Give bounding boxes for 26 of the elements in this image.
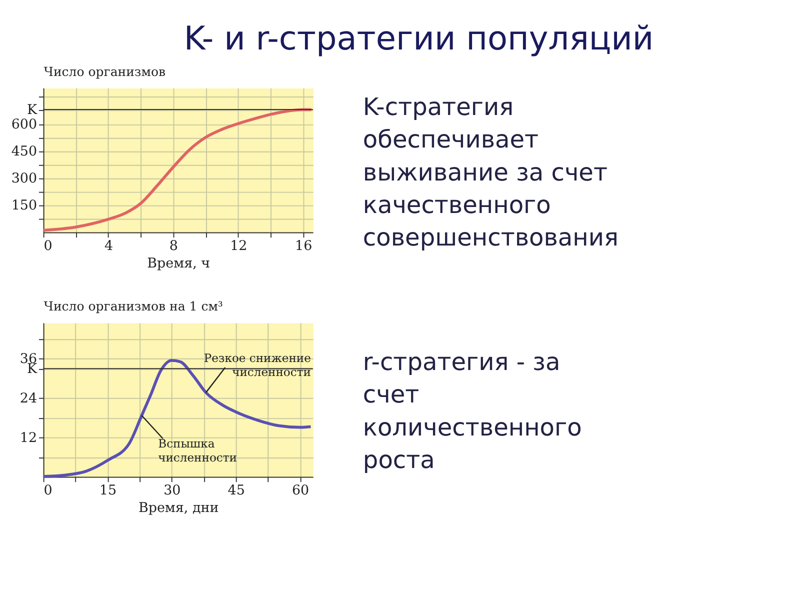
x-axis-title: Время, дни <box>138 500 219 516</box>
y-tick-label: 300 <box>11 170 38 186</box>
x-tick-label: 45 <box>228 482 245 499</box>
y-tick-label: 24 <box>20 390 38 406</box>
x-tick-label: 30 <box>164 482 181 499</box>
y-axis-title: Число организмов <box>44 64 166 79</box>
x-tick-label: 8 <box>169 238 178 254</box>
annotation: Вспышка численности <box>158 436 238 465</box>
x-tick-label: 0 <box>44 482 52 499</box>
x-tick-label: 60 <box>292 482 310 499</box>
x-tick-label: 4 <box>104 238 114 254</box>
y-tick-label: K <box>27 102 38 118</box>
x-axis-title: Время, ч <box>147 255 210 272</box>
x-tick-label: 16 <box>295 238 312 254</box>
y-tick-label: 150 <box>11 198 38 214</box>
x-tick-label: 12 <box>230 238 248 254</box>
x-tick-label: 0 <box>44 238 52 254</box>
annotation: Резкое снижение численности <box>204 350 312 380</box>
y-tick-label: 600 <box>11 116 38 132</box>
y-tick-label: 12 <box>20 430 38 446</box>
text: K-стратегия обеспечивает выживание за счет качественного совершенствования <box>362 92 618 252</box>
y-axis-title: Число организмов на 1 см³ <box>44 298 223 314</box>
x-tick-label: 15 <box>99 482 117 499</box>
y-tick-label: 450 <box>11 143 38 160</box>
text: K- и r-стратегии популяций <box>184 19 654 58</box>
text: r-стратегия - за счет количественного роста <box>362 348 582 474</box>
